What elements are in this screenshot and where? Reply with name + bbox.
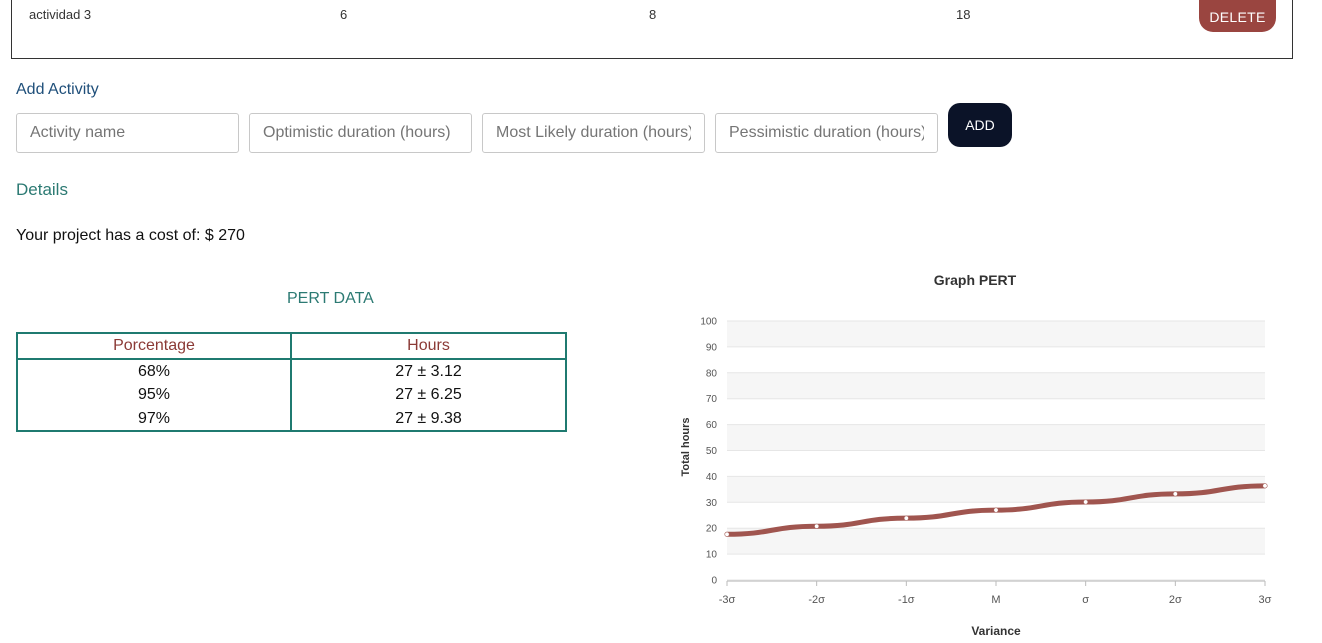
activity-name-cell: actividad 3 (29, 7, 92, 22)
pessimistic-duration-input[interactable] (715, 113, 938, 153)
table-row: 95% 27 ± 6.25 (16, 383, 567, 407)
y-tick-label: 100 (700, 317, 717, 328)
y-tick-label: 10 (706, 550, 718, 561)
pert-data-table: Porcentage Hours 68% 27 ± 3.12 95% 27 ± … (16, 332, 567, 432)
y-tick-label: 90 (706, 342, 718, 353)
data-point (1172, 491, 1178, 497)
percentage-cell: 68% (16, 359, 292, 383)
most-likely-duration-input[interactable] (482, 113, 705, 153)
header-hours: Hours (290, 332, 567, 360)
grid-band (727, 554, 1265, 580)
x-tick-label: σ (1082, 594, 1089, 606)
data-point (1083, 499, 1089, 505)
grid-band (727, 398, 1265, 425)
data-point (993, 507, 999, 513)
header-percentage: Porcentage (16, 332, 292, 360)
table-row: 97% 27 ± 9.38 (16, 407, 567, 431)
grid-band (727, 424, 1265, 451)
grid-band (727, 450, 1265, 477)
grid-band (727, 528, 1265, 555)
optimistic-cell: 6 (340, 7, 348, 22)
data-point (903, 515, 909, 521)
y-tick-label: 40 (706, 472, 718, 483)
y-tick-label: 30 (706, 498, 718, 509)
x-axis-title: Variance (971, 624, 1021, 638)
y-tick-label: 80 (706, 368, 718, 379)
chart-title: Graph PERT (934, 272, 1017, 288)
activity-table: actividad 3 6 8 18 DELETE (11, 0, 1293, 59)
percentage-cell: 95% (16, 383, 292, 407)
grid-band (727, 476, 1265, 503)
add-activity-heading: Add Activity (16, 81, 99, 98)
y-tick-label: 20 (706, 524, 718, 535)
delete-button[interactable]: DELETE (1199, 0, 1276, 32)
grid-band (727, 372, 1265, 399)
pert-data-title: PERT DATA (287, 290, 374, 307)
grid-band (727, 321, 1265, 347)
data-point (1262, 483, 1268, 489)
data-point (814, 523, 820, 529)
table-row: 68% 27 ± 3.12 (16, 359, 567, 383)
y-axis-title: Total hours (680, 417, 692, 476)
x-tick-label: -3σ (719, 594, 736, 606)
table-row: actividad 3 6 8 18 DELETE (12, 0, 1292, 36)
optimistic-duration-input[interactable] (249, 113, 472, 153)
hours-cell: 27 ± 9.38 (290, 407, 567, 431)
x-tick-label: 3σ (1259, 594, 1272, 606)
x-tick-label: 2σ (1169, 594, 1182, 606)
activity-name-input[interactable] (16, 113, 239, 153)
hours-cell: 27 ± 3.12 (290, 359, 567, 383)
grid-band (727, 346, 1265, 373)
y-tick-label: 0 (711, 576, 717, 587)
y-tick-label: 60 (706, 420, 718, 431)
data-point (724, 531, 730, 537)
add-button[interactable]: ADD (948, 103, 1012, 147)
y-tick-label: 50 (706, 446, 718, 457)
most-likely-cell: 8 (649, 7, 657, 22)
x-tick-label: -2σ (808, 594, 825, 606)
pessimistic-cell: 18 (956, 7, 971, 22)
y-tick-label: 70 (706, 394, 718, 405)
x-tick-label: -1σ (898, 594, 915, 606)
hours-cell: 27 ± 6.25 (290, 383, 567, 407)
x-tick-label: M (991, 594, 1000, 606)
project-cost-text: Your project has a cost of: $ 270 (16, 227, 245, 244)
details-heading: Details (16, 180, 68, 199)
percentage-cell: 97% (16, 407, 292, 431)
